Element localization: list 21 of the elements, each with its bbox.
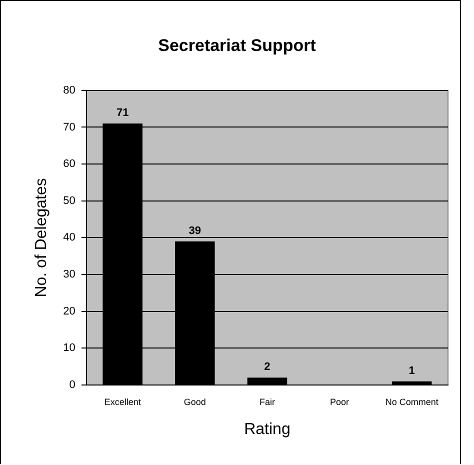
y-tick-label: 40 bbox=[63, 232, 76, 244]
data-label: 39 bbox=[188, 224, 202, 237]
y-tick-label: 80 bbox=[63, 84, 76, 96]
y-tick-label: 50 bbox=[63, 194, 76, 207]
data-label: 71 bbox=[116, 107, 129, 120]
y-tick-label: 30 bbox=[63, 268, 76, 281]
x-tick-label: No Comment bbox=[385, 396, 439, 407]
y-tick-label: 0 bbox=[69, 379, 76, 392]
x-tick-label: Good bbox=[184, 396, 206, 407]
data-label: 1 bbox=[408, 364, 415, 377]
y-tick-label: 10 bbox=[63, 342, 76, 354]
data-label: 2 bbox=[264, 361, 270, 374]
x-tick-label: Poor bbox=[330, 396, 350, 407]
chart-title: Secretariat Support bbox=[158, 36, 316, 55]
y-tick-label: 60 bbox=[63, 158, 76, 170]
y-axis-title: No. of Delegates bbox=[33, 178, 50, 298]
x-axis-title: Rating bbox=[244, 420, 290, 438]
x-tick-label: Fair bbox=[259, 396, 275, 407]
y-tick-label: 20 bbox=[63, 305, 76, 318]
x-tick-label: Excellent bbox=[104, 396, 142, 407]
y-tick-label: 70 bbox=[63, 121, 76, 134]
